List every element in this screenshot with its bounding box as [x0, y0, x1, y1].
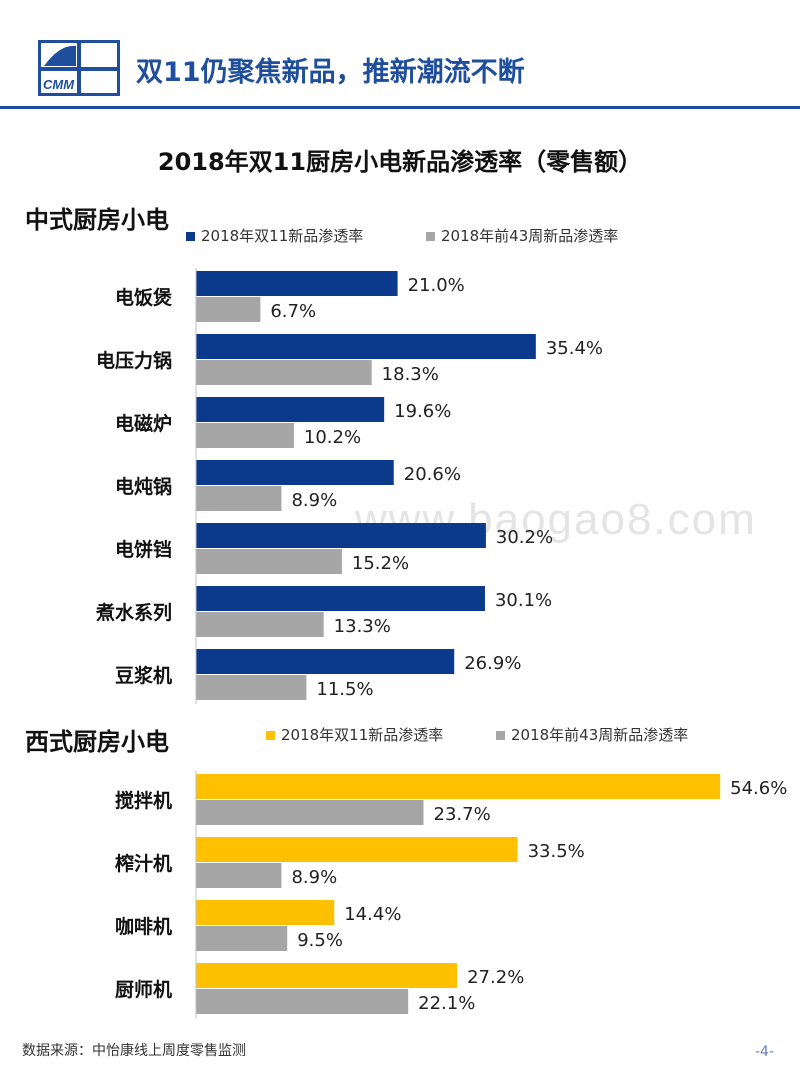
bar — [196, 334, 536, 359]
data-label: 23.7% — [434, 804, 491, 825]
bar — [196, 863, 282, 888]
bar — [196, 549, 342, 574]
category-label: 咖啡机 — [115, 915, 172, 938]
data-label: 14.4% — [344, 904, 401, 925]
bar — [196, 423, 294, 448]
bar — [196, 649, 455, 674]
bar — [196, 486, 282, 511]
data-label: 15.2% — [352, 553, 409, 574]
data-label: 10.2% — [304, 427, 361, 448]
page-header: CMM 双11仍聚焦新品，推新潮流不断 — [0, 0, 800, 110]
bar — [196, 397, 385, 422]
data-label: 33.5% — [528, 841, 585, 862]
data-label: 8.9% — [291, 490, 337, 511]
group-title: 中式厨房小电 — [25, 206, 169, 234]
category-label: 煮水系列 — [95, 601, 172, 624]
data-label: 35.4% — [546, 338, 603, 359]
data-label: 30.1% — [495, 590, 552, 611]
data-label: 8.9% — [291, 867, 337, 888]
bar — [196, 675, 307, 700]
bar — [196, 926, 288, 951]
bar — [196, 837, 518, 862]
data-label: 21.0% — [408, 275, 465, 296]
bar — [196, 523, 486, 548]
bar — [196, 271, 398, 296]
category-label: 电饭煲 — [115, 286, 173, 309]
page-number: -4- — [754, 1044, 774, 1060]
legend-label: 2018年双11新品渗透率 — [281, 726, 443, 744]
category-label: 搅拌机 — [115, 789, 172, 812]
category-label: 电炖锅 — [115, 475, 172, 498]
bar — [196, 900, 335, 925]
bar — [196, 586, 485, 611]
bar — [196, 800, 424, 825]
data-source-note: 数据来源：中怡康线上周度零售监测 — [22, 1043, 246, 1059]
data-label: 18.3% — [382, 364, 439, 385]
category-label: 豆浆机 — [115, 664, 172, 687]
data-label: 30.2% — [496, 527, 553, 548]
data-label: 9.5% — [297, 930, 343, 951]
legend-label: 2018年前43周新品渗透率 — [511, 726, 688, 744]
page-title: 双11仍聚焦新品，推新潮流不断 — [136, 57, 525, 88]
legend-label: 2018年双11新品渗透率 — [201, 227, 363, 245]
data-label: 20.6% — [404, 464, 461, 485]
bar — [196, 360, 372, 385]
bar — [196, 989, 409, 1014]
data-label: 19.6% — [394, 401, 451, 422]
group-title: 西式厨房小电 — [25, 728, 169, 756]
bar — [196, 612, 324, 637]
header-divider — [0, 106, 800, 109]
category-label: 榨汁机 — [115, 852, 172, 875]
data-label: 13.3% — [334, 616, 391, 637]
chart-title: 2018年双11厨房小电新品渗透率（零售额） — [157, 148, 643, 176]
bar — [196, 963, 458, 988]
data-label: 11.5% — [316, 679, 373, 700]
legend-swatch — [496, 731, 505, 740]
legend-swatch — [426, 232, 435, 241]
category-label: 厨师机 — [115, 979, 172, 1001]
bar — [196, 774, 721, 799]
data-label: 6.7% — [270, 301, 316, 322]
bar — [196, 297, 261, 322]
data-label: 26.9% — [464, 653, 521, 674]
legend-swatch — [186, 232, 195, 241]
legend-label: 2018年前43周新品渗透率 — [441, 227, 618, 245]
cmm-logo: CMM — [38, 40, 120, 96]
legend-swatch — [266, 731, 275, 740]
svg-text:CMM: CMM — [43, 77, 75, 92]
data-label: 54.6% — [730, 778, 787, 799]
data-label: 27.2% — [467, 967, 524, 988]
category-label: 电饼铛 — [115, 538, 172, 561]
data-label: 22.1% — [418, 993, 475, 1014]
category-label: 电磁炉 — [115, 412, 172, 435]
bar — [196, 460, 394, 485]
category-label: 电压力锅 — [96, 349, 172, 372]
